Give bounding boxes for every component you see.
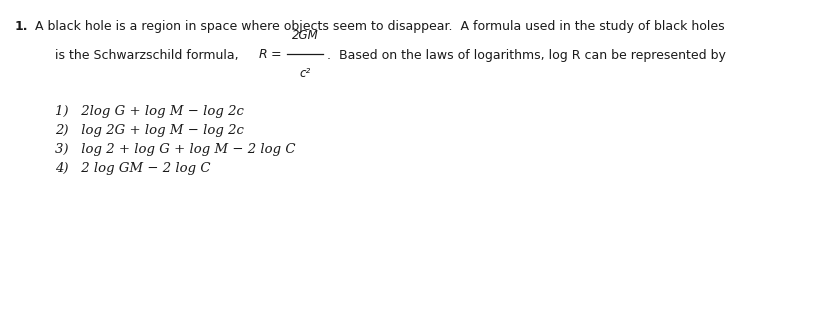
Text: .  Based on the laws of logarithms, log R can be represented by: . Based on the laws of logarithms, log R… xyxy=(327,49,725,61)
Text: 1.: 1. xyxy=(15,20,28,33)
Text: A black hole is a region in space where objects seem to disappear.  A formula us: A black hole is a region in space where … xyxy=(35,20,724,33)
Text: 1)   2log G + log M − log 2c: 1) 2log G + log M − log 2c xyxy=(55,105,244,118)
Text: c²: c² xyxy=(299,67,310,80)
Text: 3)   log 2 + log G + log M − 2 log C: 3) log 2 + log G + log M − 2 log C xyxy=(55,143,295,156)
Text: 4)   2 log GM − 2 log C: 4) 2 log GM − 2 log C xyxy=(55,162,210,175)
Text: 2)   log 2G + log M − log 2c: 2) log 2G + log M − log 2c xyxy=(55,124,244,137)
Text: $R$ =: $R$ = xyxy=(258,49,281,61)
Text: is the Schwarzschild formula,: is the Schwarzschild formula, xyxy=(55,49,238,61)
Text: 2GM: 2GM xyxy=(291,29,318,42)
